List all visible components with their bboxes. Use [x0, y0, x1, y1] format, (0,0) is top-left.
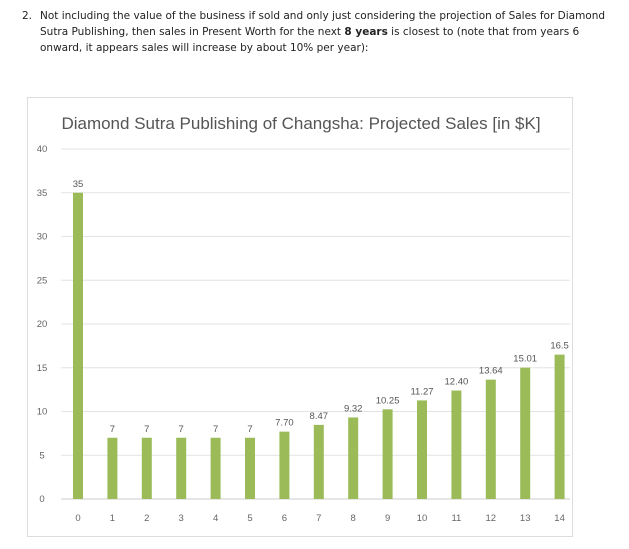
data-label: 8.47: [310, 411, 329, 422]
bar: [554, 354, 565, 499]
bar: [485, 379, 496, 499]
bar: [245, 437, 255, 499]
data-label: 7: [179, 424, 184, 435]
y-tick-label: 35: [37, 188, 48, 199]
x-tick-label: 1: [110, 513, 115, 524]
bar: [107, 437, 118, 499]
y-tick-label: 40: [37, 144, 48, 155]
x-tick-label: 0: [75, 513, 80, 524]
chart-svg: Diamond Sutra Publishing of Changsha: Pr…: [37, 114, 570, 524]
x-tick-label: 9: [385, 513, 390, 524]
x-tick-label: 7: [316, 513, 321, 524]
bar: [73, 192, 83, 499]
data-label: 11.27: [410, 386, 433, 397]
sales-chart: Diamond Sutra Publishing of Changsha: Pr…: [27, 97, 573, 537]
y-tick-label: 0: [39, 494, 44, 505]
x-tick-label: 3: [179, 513, 184, 524]
y-tick-label: 15: [37, 363, 48, 374]
chart-title: Diamond Sutra Publishing of Changsha: Pr…: [61, 114, 540, 133]
x-tick-label: 13: [520, 513, 531, 524]
y-tick-label: 5: [39, 450, 44, 461]
data-label: 7: [213, 424, 218, 435]
x-tick-label: 5: [247, 513, 252, 524]
data-label: 16.5: [550, 341, 569, 352]
x-tick-label: 8: [351, 513, 356, 524]
x-tick-label: 4: [213, 513, 218, 524]
x-tick-label: 2: [144, 513, 149, 524]
question-text: 2. Not including the value of the busine…: [22, 8, 620, 56]
question-text-part: Not including the value of the business …: [40, 10, 606, 38]
bar: [520, 367, 531, 499]
x-tick-label: 6: [282, 513, 287, 524]
data-label: 15.01: [513, 354, 537, 365]
bar: [451, 390, 462, 499]
bar: [382, 409, 393, 499]
data-label: 7: [247, 424, 252, 435]
data-label: 7.70: [275, 418, 294, 429]
data-label: 13.64: [479, 366, 503, 377]
question-bold: 8 years: [344, 26, 388, 38]
data-label: 9.32: [344, 403, 363, 414]
bar: [279, 431, 290, 499]
data-label: 35: [73, 179, 84, 190]
bar: [348, 417, 359, 499]
y-tick-label: 30: [37, 232, 48, 243]
y-tick-label: 25: [37, 275, 48, 286]
bar: [417, 400, 427, 499]
bar: [313, 424, 324, 499]
bar: [210, 437, 221, 499]
y-tick-label: 10: [37, 407, 48, 418]
x-tick-label: 12: [486, 513, 497, 524]
question-text-part: is closest to (note that from years 6 on…: [40, 26, 580, 54]
data-label: 10.25: [376, 395, 400, 406]
x-tick-label: 11: [451, 513, 461, 524]
bar: [141, 437, 152, 499]
data-label: 12.40: [445, 377, 469, 388]
question-number: 2.: [22, 10, 33, 22]
x-tick-label: 10: [417, 513, 428, 524]
bar: [176, 437, 187, 499]
x-tick-label: 14: [554, 513, 565, 524]
data-label: 7: [144, 424, 149, 435]
y-tick-label: 20: [37, 319, 48, 330]
data-label: 7: [110, 424, 115, 435]
